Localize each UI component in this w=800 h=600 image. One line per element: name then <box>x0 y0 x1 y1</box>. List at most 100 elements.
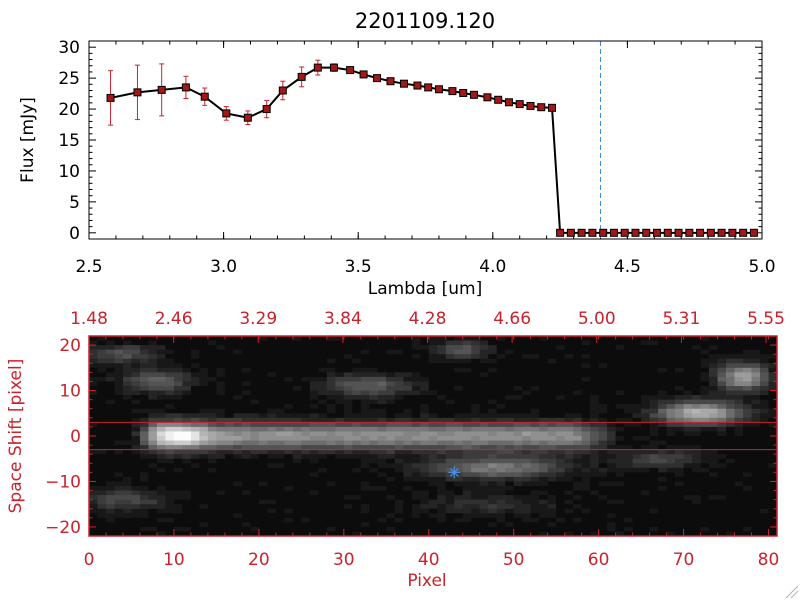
image-cell <box>607 504 617 510</box>
image-cell <box>335 499 345 505</box>
image-cell <box>454 336 464 341</box>
image-cell <box>692 495 701 501</box>
image-cell <box>258 404 268 410</box>
image-cell <box>403 422 413 428</box>
image-cell <box>199 367 209 373</box>
image-cell <box>224 526 234 532</box>
image-cell <box>488 436 498 441</box>
image-cell <box>190 517 200 523</box>
image-cell <box>581 467 591 473</box>
image-cell <box>471 526 481 532</box>
image-cell <box>394 386 404 391</box>
image-cell <box>343 449 353 455</box>
image-cell <box>590 449 600 455</box>
image-cell <box>717 336 727 341</box>
image-cell <box>590 458 600 464</box>
image-cell <box>437 472 447 478</box>
image-cell <box>751 463 761 469</box>
image-cell <box>751 381 761 387</box>
image-cell <box>564 467 574 473</box>
image-cell <box>479 526 489 532</box>
image-cell <box>445 363 455 369</box>
image-cell <box>394 531 404 537</box>
image-cell <box>233 349 243 355</box>
image-cell <box>658 390 667 396</box>
image-cell <box>505 499 515 505</box>
image-cell <box>216 449 226 455</box>
image-cell <box>683 467 693 473</box>
image-cell <box>462 513 472 519</box>
image-cell <box>556 486 566 491</box>
image-cell <box>139 386 149 391</box>
image-cell <box>522 436 532 441</box>
image-cell <box>760 372 769 378</box>
image-cell <box>131 440 141 446</box>
image-cell <box>156 431 166 437</box>
image-cell <box>445 526 455 532</box>
image-cell <box>284 522 294 528</box>
image-cell <box>275 399 285 405</box>
image-cell <box>207 436 217 441</box>
image-cell <box>598 358 608 364</box>
image-cell <box>598 349 608 355</box>
image-cell <box>199 340 209 346</box>
image-cell <box>403 340 413 346</box>
image-cell <box>360 431 370 437</box>
image-cell <box>343 454 353 460</box>
image-cell <box>428 531 438 537</box>
image-cell <box>471 376 481 382</box>
image-cell <box>471 417 481 423</box>
image-cell <box>233 454 243 460</box>
image-cell <box>471 486 481 491</box>
image-cell <box>89 399 98 405</box>
image-cell <box>692 345 701 351</box>
image-cell <box>250 426 260 432</box>
image-cell <box>182 345 192 351</box>
image-cell <box>573 449 583 455</box>
image-cell <box>445 376 455 382</box>
image-cell <box>428 404 438 410</box>
image-cell <box>352 431 362 437</box>
image-cell <box>437 413 447 419</box>
image-cell <box>386 458 396 464</box>
image-cell <box>743 349 752 355</box>
image-cell <box>241 499 251 505</box>
image-cell <box>615 476 625 482</box>
image-cell <box>590 363 600 369</box>
image-cell <box>233 445 243 451</box>
image-cell <box>97 386 107 391</box>
image-cell <box>590 408 600 414</box>
image-cell <box>105 372 115 378</box>
pixel-tick-label: 70 <box>673 550 695 570</box>
image-panel: 1.48 2.46 3.29 3.84 4.28 4.66 5.00 5.31 5.55 0 10… <box>6 309 785 591</box>
image-cell <box>156 399 166 405</box>
image-cell <box>386 399 396 405</box>
image-cell <box>564 349 574 355</box>
image-cell <box>675 390 684 396</box>
image-cell <box>114 358 124 364</box>
image-cell <box>156 372 166 378</box>
image-cell <box>700 367 710 373</box>
image-cell <box>615 522 625 528</box>
image-cell <box>250 390 260 396</box>
image-cell <box>173 472 183 478</box>
image-cell <box>89 340 98 346</box>
image-cell <box>156 376 166 382</box>
image-cell <box>573 499 583 505</box>
image-cell <box>318 476 328 482</box>
image-cell <box>522 404 532 410</box>
image-cell <box>564 476 574 482</box>
image-cell <box>675 408 684 414</box>
image-cell <box>641 417 650 423</box>
resize-grip-icon[interactable] <box>785 585 799 599</box>
image-cell <box>556 408 566 414</box>
image-cell <box>420 486 430 491</box>
image-cell <box>726 417 735 423</box>
image-cell <box>454 513 464 519</box>
image-cell <box>173 486 183 491</box>
image-cell <box>250 449 260 455</box>
image-cell <box>250 476 260 482</box>
image-cell <box>632 395 642 401</box>
image-cell <box>607 395 617 401</box>
image-cell <box>156 417 166 423</box>
